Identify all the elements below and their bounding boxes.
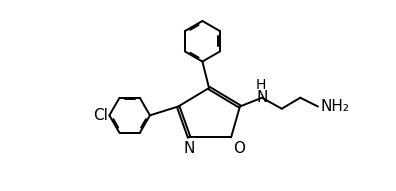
Text: H: H xyxy=(256,78,266,92)
Text: N: N xyxy=(183,141,195,156)
Text: Cl: Cl xyxy=(93,108,108,123)
Text: O: O xyxy=(233,141,245,156)
Text: NH₂: NH₂ xyxy=(320,99,349,114)
Text: N: N xyxy=(256,90,268,105)
